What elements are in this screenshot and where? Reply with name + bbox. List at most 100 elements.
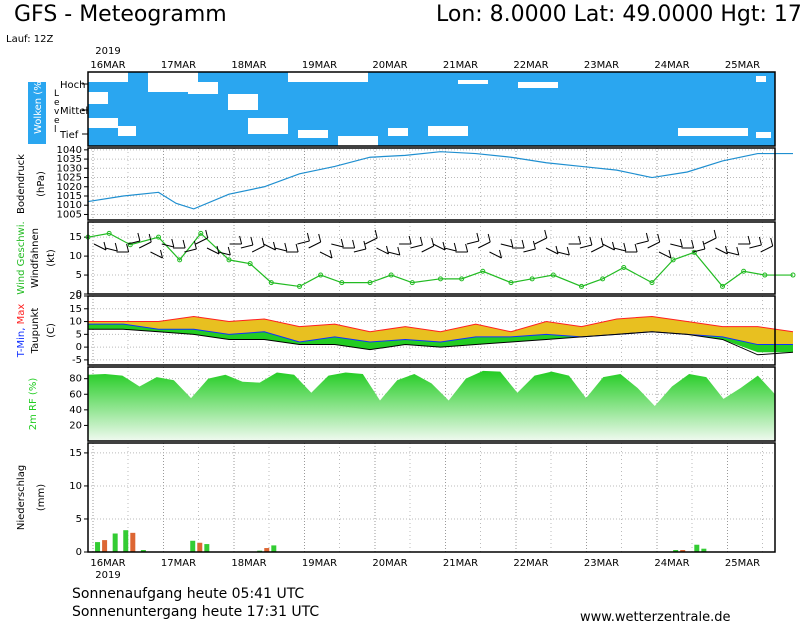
wind-barb [477, 241, 491, 249]
wind-ylabel2: Windfahnen [30, 228, 41, 288]
wind-barb [240, 244, 254, 249]
wind-speed-point [790, 272, 796, 278]
temp-tick: 15 [69, 304, 82, 315]
sunrise-text: Sonnenaufgang heute 05:41 UTC [72, 586, 305, 602]
pressure-unit: (hPa) [36, 171, 47, 197]
wind-barb [353, 248, 367, 253]
year-label-top: 2019 [95, 46, 120, 57]
wind-speed-point [388, 272, 394, 278]
wind-barb-flag [250, 236, 254, 246]
wind-speed-point [621, 264, 627, 270]
cloud-level-label: Hoch [60, 80, 85, 91]
wind-barb [184, 248, 197, 253]
wind-barb-flag [408, 235, 412, 245]
wind-barb-flag [510, 238, 514, 248]
cloud-gap [458, 80, 488, 84]
temp-tick: 5 [76, 329, 82, 340]
wind-speed-point [177, 257, 183, 263]
wind-barb-flag [284, 242, 288, 252]
x-tick-top: 20MAR [372, 60, 407, 71]
x-tick-bottom: 24MAR [654, 558, 689, 569]
wind-barb-flag [340, 238, 344, 248]
temp-range-fill [88, 316, 793, 345]
rh-tick: 80 [69, 374, 82, 385]
wind-speed-point [720, 283, 725, 289]
humidity-area [88, 370, 775, 441]
precip-bar [95, 542, 101, 552]
cloud-gap [88, 92, 108, 104]
wind-barb [138, 241, 152, 249]
wind-speed-point [691, 249, 697, 255]
cloud-gap [88, 118, 118, 128]
wind-speed-point [762, 272, 768, 278]
wind-barb-flag [442, 241, 446, 251]
wind-barb-flag [273, 241, 276, 251]
panel-frame [87, 295, 776, 366]
wind-barb [557, 251, 570, 256]
precip-bar [271, 545, 277, 552]
wind-barb [579, 244, 593, 249]
wind-barb-flag [679, 238, 683, 248]
wind-barb [218, 251, 231, 256]
wind-barb [749, 244, 762, 249]
precip-bar [190, 540, 196, 552]
chart-title: GFS - Meteogramm [14, 2, 227, 27]
rh-tick: 20 [69, 420, 82, 431]
cloud-level-label: Tief [59, 130, 79, 141]
wind-speed-point [529, 276, 535, 282]
wind-speed-point [741, 268, 747, 274]
x-tick-bottom: 17MAR [161, 558, 196, 569]
website-link[interactable]: www.wetterzentrale.de [580, 610, 731, 625]
wind-barb-flag [725, 245, 728, 255]
cloud-gap [678, 128, 748, 136]
x-tick-top: 19MAR [302, 60, 337, 71]
wind-speed-point [459, 276, 465, 282]
temp-tick: 0 [76, 342, 82, 353]
cloud-gap [118, 126, 136, 136]
pressure-tick: 1010 [57, 200, 82, 211]
wind-barb-flag [668, 249, 672, 259]
wind-barb [726, 251, 739, 256]
model-run: Lauf: 12Z [6, 34, 54, 45]
cloud-gap [756, 76, 766, 82]
precip-bar [130, 532, 136, 552]
wind-barb-flag [160, 249, 163, 259]
wind-barb [613, 247, 626, 252]
x-tick-top: 21MAR [443, 60, 478, 71]
wind-speed-point [649, 280, 655, 286]
precip-bar [701, 548, 707, 552]
pressure-tick: 1035 [57, 154, 82, 165]
wind-barb [410, 244, 423, 249]
temp-ylabel2: Taupunkt [30, 308, 41, 355]
x-tick-bottom: 20MAR [372, 558, 407, 569]
cloud-gap [188, 82, 218, 94]
wind-barb-flag [126, 243, 130, 253]
wind-barb-flag [227, 246, 231, 256]
pressure-tick: 1030 [57, 163, 82, 174]
wind-speed-line [87, 232, 793, 288]
precip-bar [112, 533, 118, 552]
wind-barb [432, 243, 446, 251]
temp-tick: 10 [69, 317, 82, 328]
wind-speed-point [268, 280, 274, 286]
x-tick-top: 22MAR [513, 60, 548, 71]
cloud-side-letter: v [54, 107, 60, 117]
wind-barb [206, 247, 220, 255]
wind-barb-flag [566, 246, 570, 256]
wind-barb [545, 247, 559, 255]
wind-speed-point [579, 283, 584, 289]
wind-barb-flag [600, 237, 604, 247]
pressure-tick: 1020 [57, 182, 82, 193]
x-tick-bottom: 25MAR [725, 558, 760, 569]
wind-barb [319, 251, 333, 259]
cloud-side-letter: l [54, 125, 57, 135]
wind-speed-point [247, 261, 253, 267]
wind-tick: 5 [76, 270, 82, 281]
wind-barb [500, 243, 513, 248]
wind-barb-flag [374, 229, 378, 239]
wind-barb-flag [521, 239, 525, 249]
wind-barb [590, 245, 604, 253]
temp-ylabel: T-Min, Max [16, 304, 27, 359]
wind-barb-flag [465, 243, 469, 253]
location-info: Lon: 8.0000 Lat: 49.0000 Hgt: 17 [436, 2, 800, 27]
